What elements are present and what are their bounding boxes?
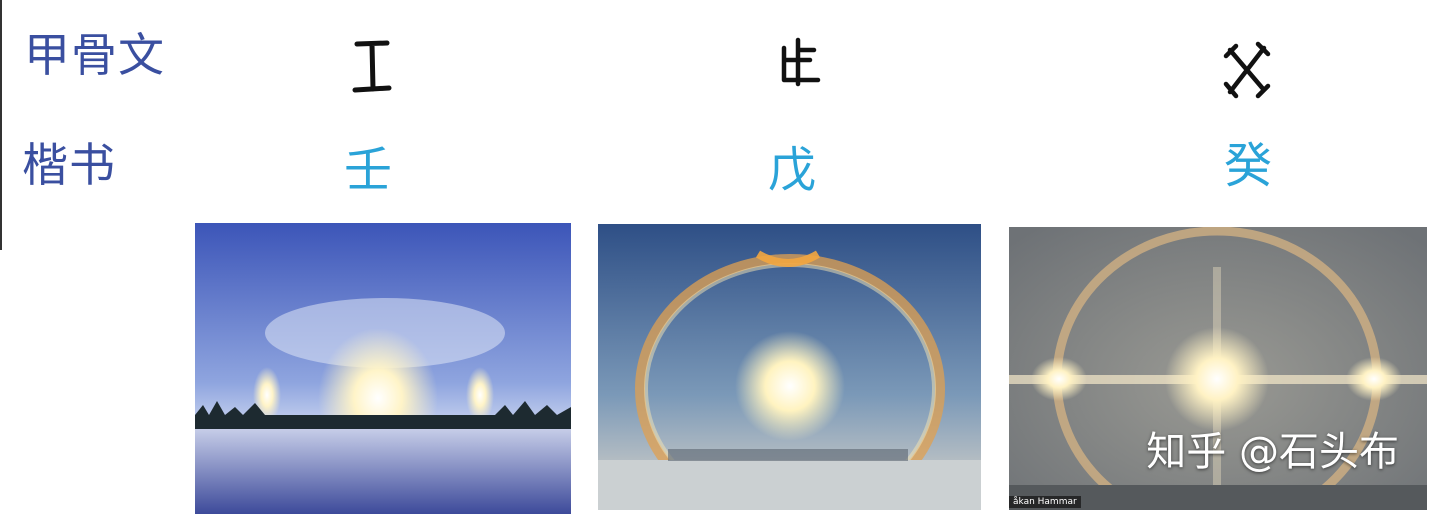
halo-photo-2: [598, 224, 981, 510]
oracle-row-label: 甲骨文: [24, 28, 165, 82]
wu-kaishu-char: 戊: [768, 142, 817, 198]
zhihu-watermark: 知乎 @石头布: [1146, 429, 1399, 475]
ren-oracle-glyph-icon: [352, 40, 392, 93]
ren-kaishu-char: 壬: [344, 142, 393, 198]
gui-kaishu-char: 癸: [1224, 138, 1273, 194]
sun-dog-photo-1: [195, 223, 571, 514]
kaishu-row-label: 楷书: [22, 138, 116, 192]
left-border-line: [0, 0, 2, 250]
wu-oracle-glyph-icon: [781, 37, 821, 87]
photo-credit: åkan Hammar: [1009, 496, 1081, 508]
halo-photo-3: åkan Hammar 知乎 @石头布: [1009, 227, 1427, 510]
gui-oracle-glyph-icon: [1223, 41, 1271, 99]
